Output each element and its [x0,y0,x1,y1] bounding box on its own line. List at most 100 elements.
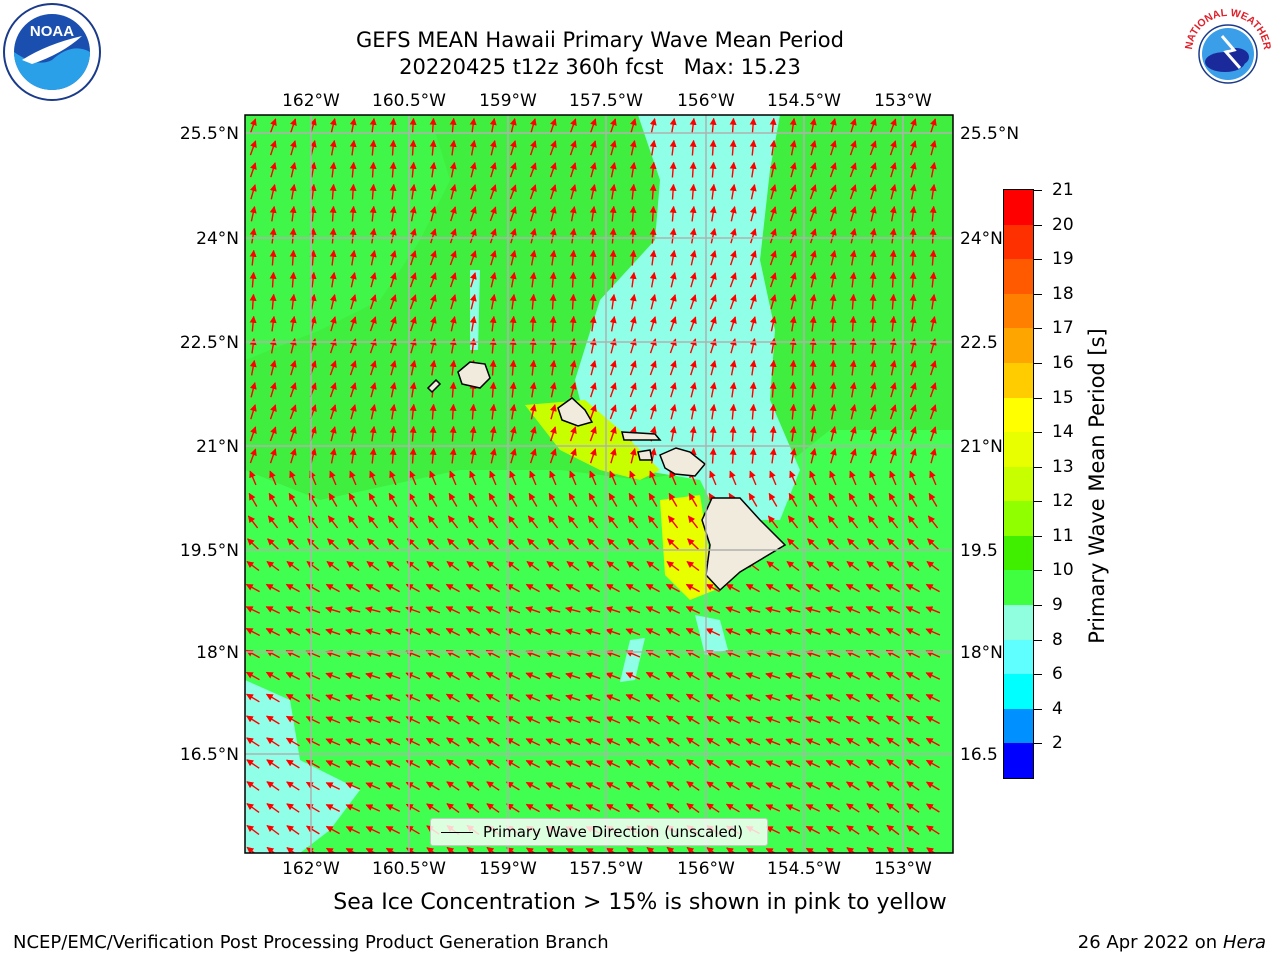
wave-arrow [426,781,440,791]
wave-arrow [365,804,381,812]
wave-arrow [529,293,537,310]
wave-arrow [286,560,300,572]
wave-arrow [825,672,841,680]
wave-arrow [629,271,637,288]
lon-label: 153°W [874,859,932,879]
wave-arrow [825,606,841,614]
wave-arrow [345,826,361,834]
wave-arrow [589,205,597,222]
wave-arrow [349,294,357,310]
wave-arrow [887,538,899,550]
wave-arrow [685,583,700,593]
wave-arrow [449,403,457,420]
wave-arrow [465,583,480,593]
wave-arrow [869,206,877,222]
wave-arrow [525,738,541,746]
wave-arrow [289,183,297,200]
wave-arrow [926,847,936,853]
colorbar-segment [1004,570,1033,606]
wave-arrow [289,404,297,420]
wave-arrow [705,715,720,725]
footer-date: 26 Apr 2022 on Hera [1078,932,1266,953]
wave-arrow [529,470,537,486]
lon-labels-bottom: 162°W 160.5°W 159°W 157.5°W 156°W 154.5°… [282,859,932,879]
wave-arrow [909,227,917,244]
wave-arrow [607,515,619,529]
colorbar-segment [1004,708,1033,744]
wave-arrow [286,803,300,813]
footer-note: Sea Ice Concentration > 15% is shown in … [333,890,947,915]
wave-arrow [305,694,321,702]
wave-arrow [848,492,858,507]
wave-arrow [789,315,797,332]
wave-arrow [785,847,797,853]
wave-arrow [509,118,517,134]
wave-arrow [925,583,940,593]
wave-arrow [249,448,257,464]
lon-label: 154.5°W [767,91,841,111]
wave-arrow [789,425,797,442]
wave-arrow [907,538,919,550]
wave-arrow [565,782,581,790]
wave-arrow [545,847,557,853]
wave-arrow [369,404,377,420]
wave-arrow [909,338,917,354]
wave-arrow [826,847,836,853]
wave-arrow [585,606,601,614]
wave-arrow [525,606,541,614]
wave-arrow [550,184,557,200]
wave-arrow [605,738,621,746]
wave-arrow [645,715,660,725]
wave-arrow [269,293,277,310]
wave-arrow [466,693,480,703]
wave-arrow [610,360,617,376]
wave-arrow [425,606,441,614]
wave-arrow [387,515,399,529]
wave-arrow [745,738,761,746]
wave-arrow [286,759,300,769]
wave-arrow [886,803,900,813]
wave-arrow [385,606,401,614]
wave-arrow [449,470,457,486]
wave-arrow [809,140,817,156]
wave-arrow [865,671,880,681]
wave-arrow [769,470,777,486]
wave-arrow [385,847,397,853]
wave-arrow [928,492,938,507]
wave-arrow [589,227,597,244]
wave-arrow [529,448,537,464]
wave-arrow [809,272,817,288]
colorbar-tick-label: 17 [1052,318,1074,339]
wave-arrow [745,760,761,768]
wave-arrow [925,606,941,614]
wave-arrow [929,140,937,156]
wave-arrow [510,140,517,156]
colorbar-tick-mark [1034,535,1042,537]
wave-arrow [625,672,641,680]
wave-arrow [845,759,860,769]
wave-arrow [429,447,437,464]
legend-label: Primary Wave Direction (unscaled) [483,823,744,841]
wave-arrow [367,515,379,529]
wave-arrow [565,738,581,746]
wave-arrow [327,515,339,529]
colorbar-tick-mark [1034,466,1042,468]
colorbar-segment [1004,328,1033,364]
wave-arrow [305,781,320,791]
wave-arrow [867,515,879,529]
wave-arrow [909,271,917,288]
wave-arrow [909,315,917,332]
wave-arrow [249,227,257,244]
wave-arrow [686,560,700,572]
wave-arrow [629,227,637,244]
wave-arrow [849,337,857,354]
footer-machine: Hera [1222,932,1266,953]
lat-label: 21°N [960,437,1003,457]
wave-arrow [489,337,497,354]
wave-arrow [665,627,681,637]
wave-arrow [429,161,437,178]
wave-arrow [489,272,497,288]
wave-arrow [609,293,617,310]
wave-arrow [466,560,480,572]
wave-arrow [246,737,260,747]
